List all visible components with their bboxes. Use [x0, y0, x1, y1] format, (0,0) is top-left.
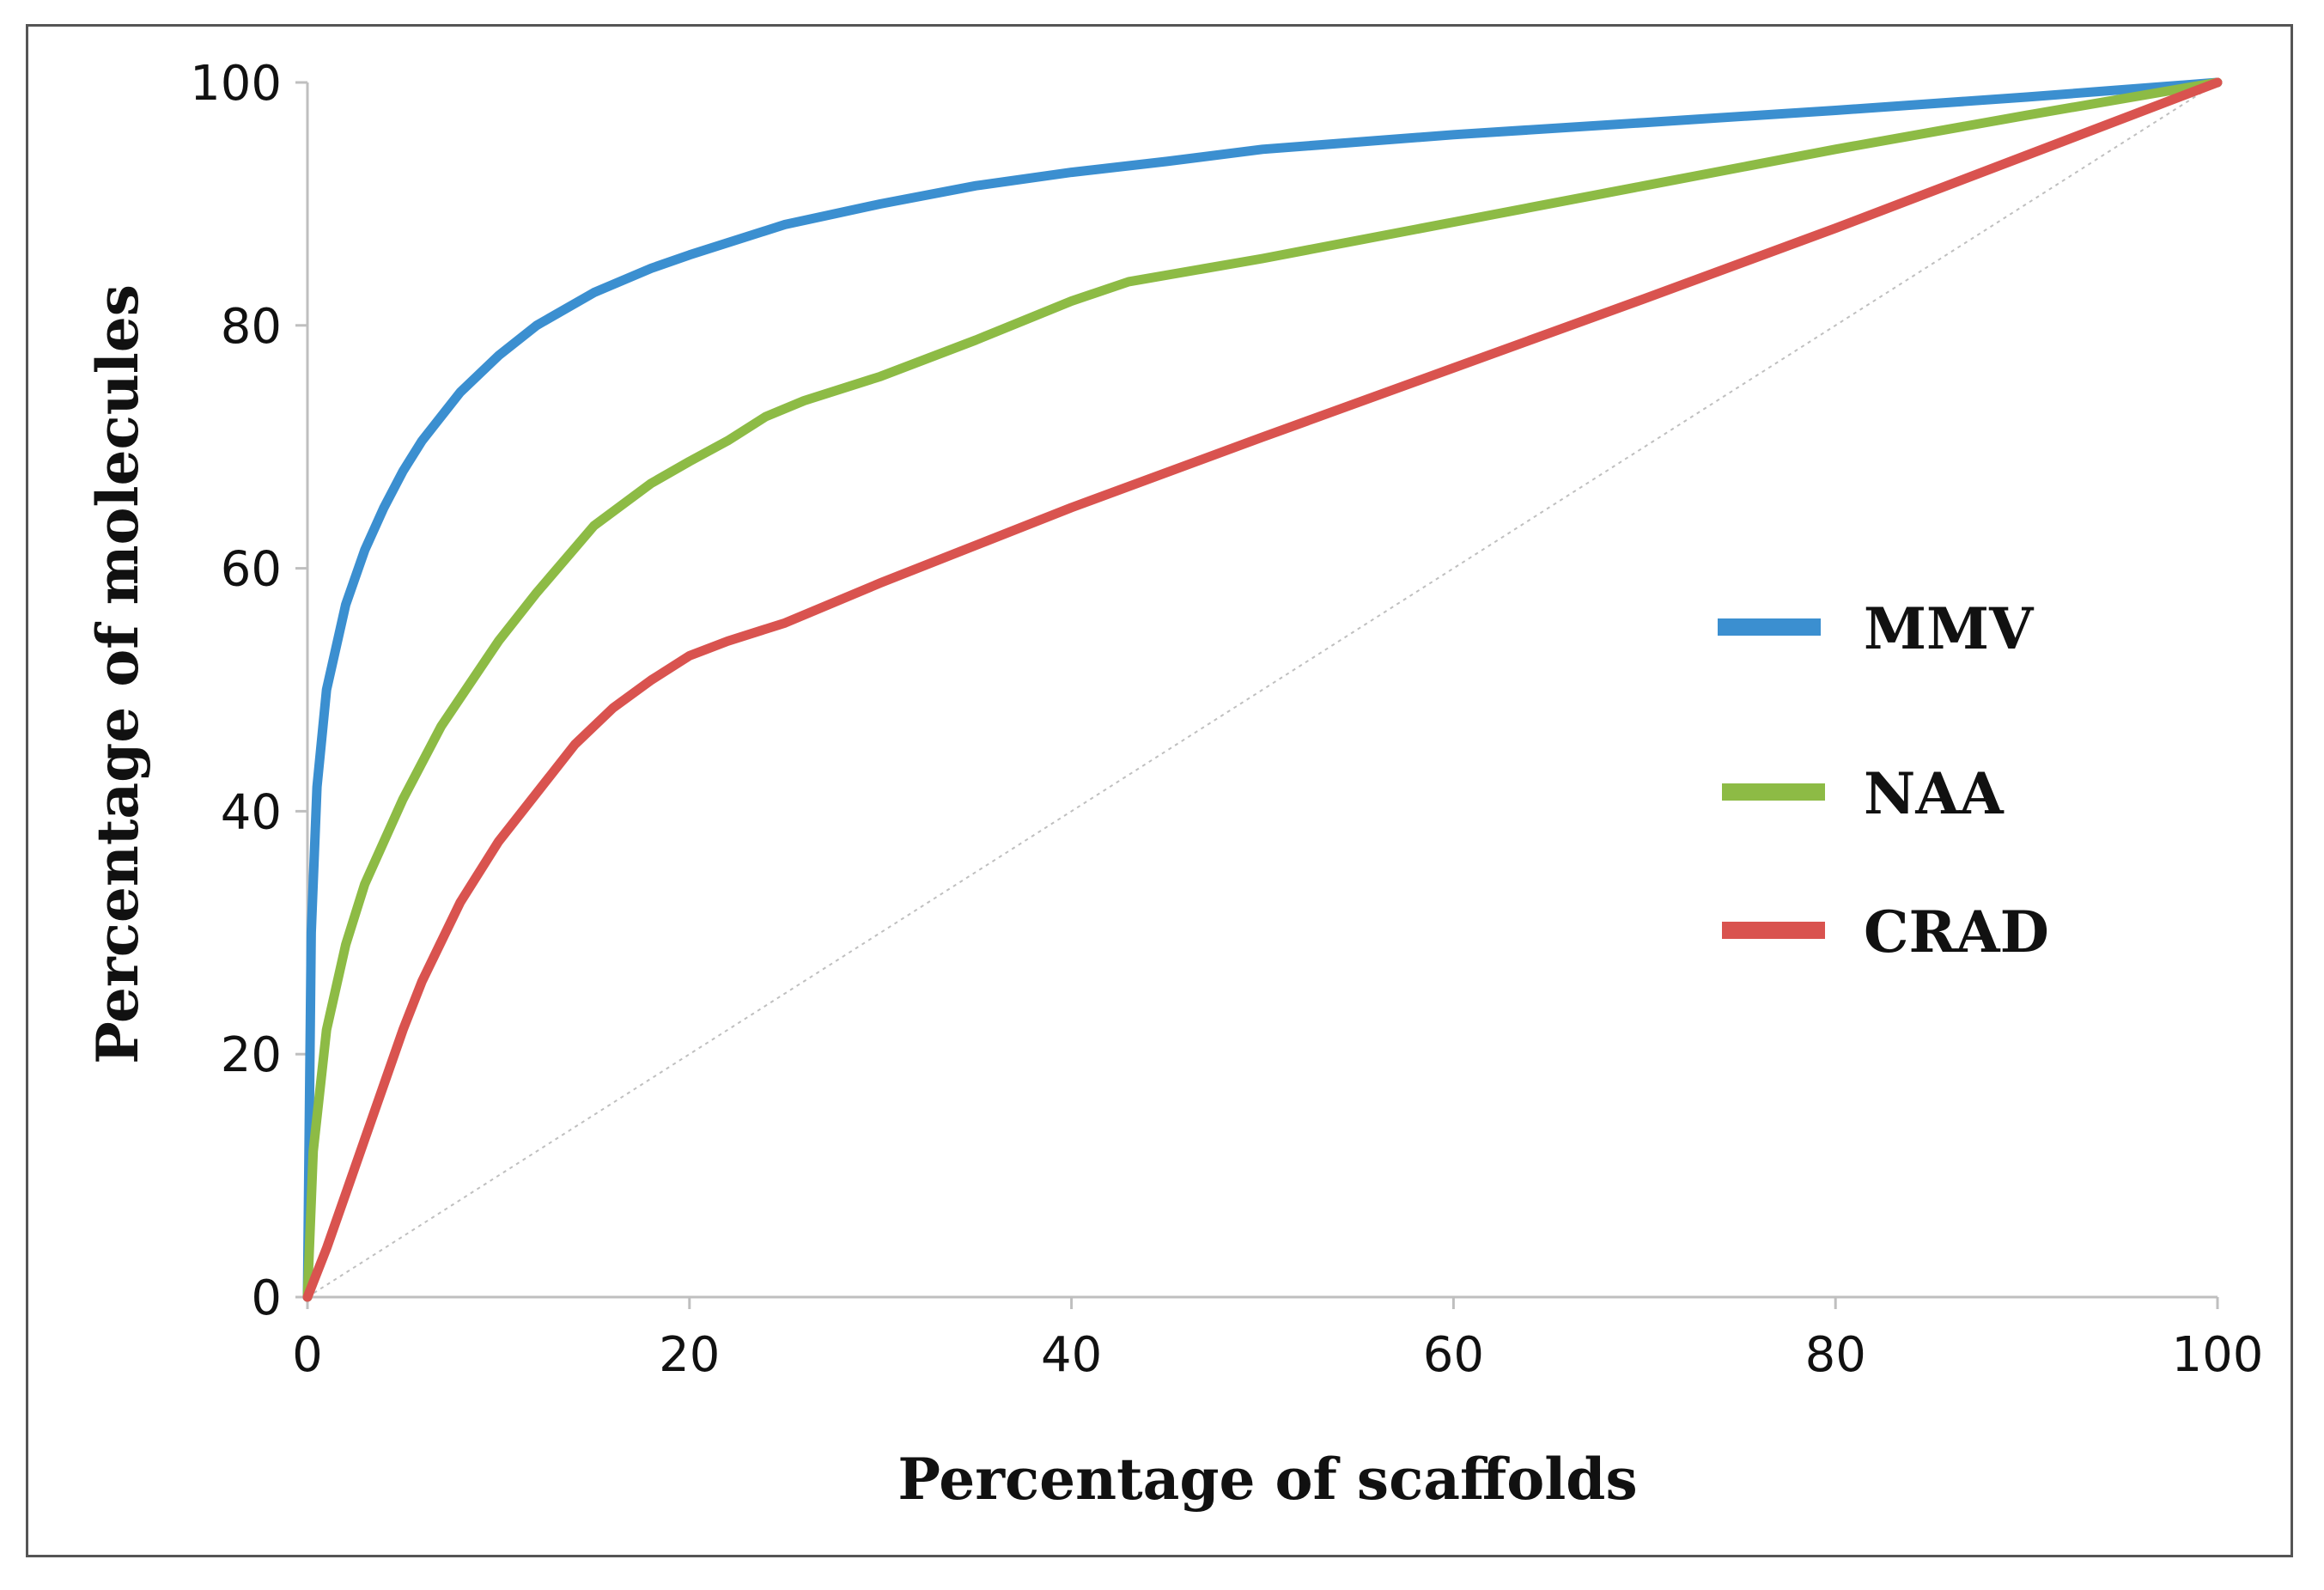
y-tick-label: 40: [221, 784, 282, 840]
y-tick-label: 80: [221, 299, 282, 355]
legend-label-mmv: MMV: [1864, 595, 2035, 662]
x-tick-labels: 0 20 40 60 80 100: [292, 1327, 2263, 1383]
y-tick-labels: 0 20 40 60 80 100: [190, 56, 282, 1326]
y-tick-label: 60: [221, 542, 282, 598]
axes: [295, 81, 2219, 1309]
series-line-crad: [302, 77, 2223, 1302]
x-tick-label: 40: [1041, 1327, 1102, 1383]
series-line-mmv: [302, 77, 2223, 1302]
reference-diagonal-line: [307, 82, 2218, 1298]
y-tick-label: 100: [190, 56, 282, 112]
series-layer: [302, 77, 2223, 1302]
x-tick-label: 100: [2172, 1327, 2264, 1383]
x-axis-title: Percentage of scaffolds: [897, 1446, 1637, 1513]
legend: MMV NAA CRAD: [1718, 595, 2049, 966]
y-tick-label: 20: [221, 1027, 282, 1083]
y-axis-title: Percentage of molecules: [84, 284, 151, 1064]
y-tick-label: 0: [251, 1270, 282, 1326]
x-tick-label: 80: [1805, 1327, 1866, 1383]
legend-label-naa: NAA: [1864, 760, 2005, 827]
legend-label-crad: CRAD: [1864, 899, 2049, 966]
x-tick-label: 20: [659, 1327, 720, 1383]
x-tick-label: 60: [1423, 1327, 1484, 1383]
x-tick-label: 0: [292, 1327, 323, 1383]
series-line-naa: [302, 77, 2223, 1302]
reference-line-layer: [307, 82, 2218, 1298]
